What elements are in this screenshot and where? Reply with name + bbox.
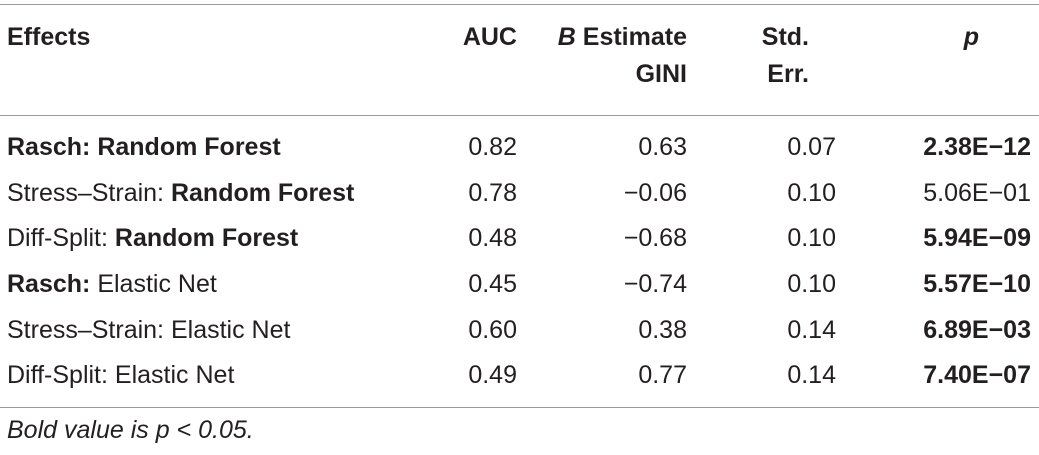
std-err-cell: 0.10	[787, 270, 836, 299]
table-row: Stress–Strain: Elastic Net 0.60 0.38 0.14 6.…	[0, 307, 1039, 353]
header-estimate-gini: GINI	[635, 60, 687, 88]
std-err-cell: 0.10	[787, 224, 836, 253]
effect-method: Stress–Strain:	[7, 178, 165, 207]
std-err-cell: 0.10	[787, 178, 836, 207]
effect-name-cell: Rasch: Elastic Net	[0, 262, 440, 308]
header-row: Effects AUC B Estimate GINI Std. Err. p	[0, 4, 1039, 115]
header-estimate: B Estimate GINI	[525, 4, 695, 115]
estimate-cell: 0.63	[638, 133, 687, 162]
header-estimate-word: Estimate	[582, 23, 687, 51]
effect-name-cell: Stress–Strain: Random Forest	[0, 171, 440, 217]
effect-method: Rasch:	[7, 133, 91, 162]
estimate-cell: −0.74	[623, 270, 687, 299]
header-err: Err.	[767, 60, 809, 88]
p-value-cell: 5.06E−01	[923, 178, 1031, 207]
table-footnote: Bold value is p < 0.05.	[7, 416, 254, 444]
estimate-cell: 0.77	[638, 361, 687, 390]
p-value-cell: 5.57E−10	[923, 270, 1031, 299]
effect-model: Random Forest	[170, 178, 355, 207]
table-row: Stress–Strain: Random Forest 0.78 −0.06 0.1…	[0, 171, 1039, 217]
std-err-cell: 0.14	[787, 315, 836, 344]
effect-method: Stress–Strain:	[7, 315, 165, 344]
p-value-cell: 2.38E−12	[923, 133, 1031, 162]
header-rule	[0, 115, 1039, 116]
bottom-rule	[0, 407, 1039, 408]
header-std-err: Std. Err.	[695, 4, 845, 115]
p-value-cell: 6.89E−03	[923, 315, 1031, 344]
auc-cell: 0.82	[468, 133, 517, 162]
effect-model: Random Forest	[97, 133, 281, 162]
estimate-cell: −0.68	[623, 224, 687, 253]
table-row: Rasch: Random Forest 0.82 0.63 0.07 2.38E−12	[0, 115, 1039, 171]
table-row: Diff-Split: Elastic Net 0.49 0.77 0.14 7.40E…	[0, 353, 1039, 399]
p-value-cell: 5.94E−09	[923, 224, 1031, 253]
effect-model: Random Forest	[114, 224, 299, 253]
std-err-cell: 0.07	[787, 133, 836, 162]
header-p: p	[963, 23, 979, 51]
effect-model: Elastic Net	[114, 361, 235, 390]
effect-method: Diff-Split:	[7, 361, 108, 390]
estimate-cell: 0.38	[638, 315, 687, 344]
effect-method: Rasch:	[7, 270, 91, 299]
table-body: Rasch: Random Forest 0.82 0.63 0.07 2.38E−12…	[0, 115, 1039, 399]
effect-name-cell: Diff-Split: Elastic Net	[0, 353, 440, 399]
header-effects: Effects	[7, 23, 91, 51]
std-err-cell: 0.14	[787, 361, 836, 390]
effect-model: Elastic Net	[170, 315, 291, 344]
effect-model: Elastic Net	[97, 270, 217, 299]
auc-cell: 0.60	[468, 315, 517, 344]
auc-cell: 0.45	[468, 270, 517, 299]
header-std: Std.	[761, 23, 809, 51]
auc-cell: 0.48	[468, 224, 517, 253]
results-table: Effects AUC B Estimate GINI Std. Err. p Ra…	[0, 4, 1039, 399]
header-auc: AUC	[462, 23, 517, 51]
table-row: Rasch: Elastic Net 0.45 −0.74 0.10 5.57E−10	[0, 262, 1039, 308]
effect-name-cell: Stress–Strain: Elastic Net	[0, 307, 440, 353]
p-value-cell: 7.40E−07	[923, 361, 1031, 390]
top-rule	[0, 4, 1039, 5]
table-row: Diff-Split: Random Forest 0.48 −0.68 0.10 5.…	[0, 216, 1039, 262]
auc-cell: 0.78	[468, 178, 517, 207]
effect-method: Diff-Split:	[7, 224, 108, 253]
estimate-cell: −0.06	[623, 178, 687, 207]
header-estimate-b: B	[557, 23, 576, 51]
effect-name-cell: Diff-Split: Random Forest	[0, 216, 440, 262]
effect-name-cell: Rasch: Random Forest	[0, 115, 440, 171]
auc-cell: 0.49	[468, 361, 517, 390]
